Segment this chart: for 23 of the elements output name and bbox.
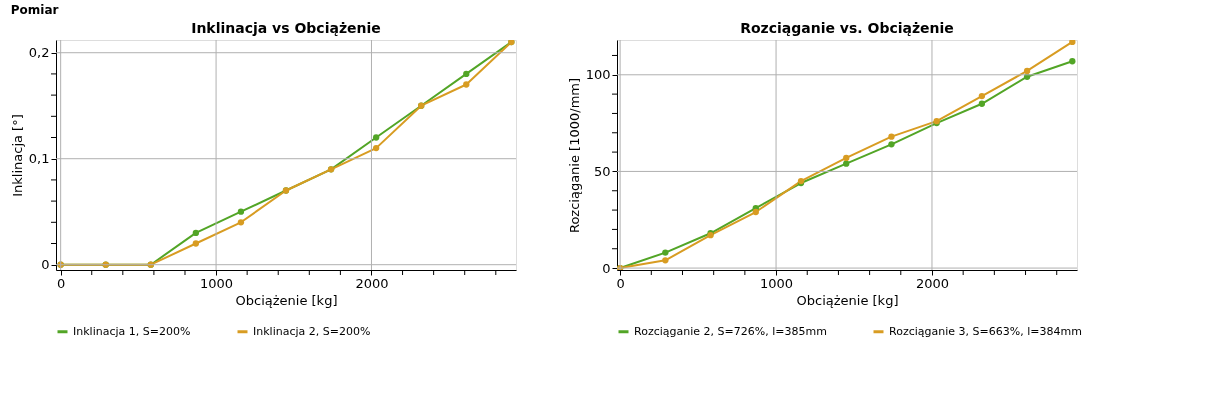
x-tick-label: 2000 [915, 275, 950, 291]
legend-label: Inklinacja 2, S=200% [253, 324, 371, 338]
x-tick-label: 0 [57, 275, 66, 291]
chart-title: Inklinacja vs Obciążenie [191, 19, 381, 36]
y-tick-label: 0 [602, 260, 611, 276]
x-tick-label: 0 [616, 275, 625, 291]
legend-label: Rozciąganie 2, S=726%, l=385mm [634, 324, 827, 338]
text: Pomiar [10, 3, 59, 17]
y-tick-label: 50 [593, 163, 611, 179]
y-tick-label: 0,1 [28, 151, 50, 167]
chart-title: Rozciąganie vs. Obciążenie [740, 19, 954, 36]
x-tick-label: 2000 [355, 275, 389, 291]
x-tick-label: 1000 [200, 275, 234, 291]
x-tick-label: 1000 [760, 275, 794, 291]
x-axis-title: Obciążenie [kg] [796, 292, 899, 308]
y-tick-label: 0,2 [28, 45, 50, 61]
y-tick-label: 0 [41, 257, 50, 273]
y-axis-title: Inklinacja [°] [9, 114, 25, 197]
y-axis-title: Rozciąganie [1000/mm] [566, 77, 582, 234]
x-axis-title: Obciążenie [kg] [235, 292, 338, 308]
legend-label: Inklinacja 1, S=200% [73, 324, 191, 338]
y-tick-label: 100 [585, 67, 611, 83]
legend-label: Rozciąganie 3, S=663%, l=384mm [889, 324, 1082, 338]
